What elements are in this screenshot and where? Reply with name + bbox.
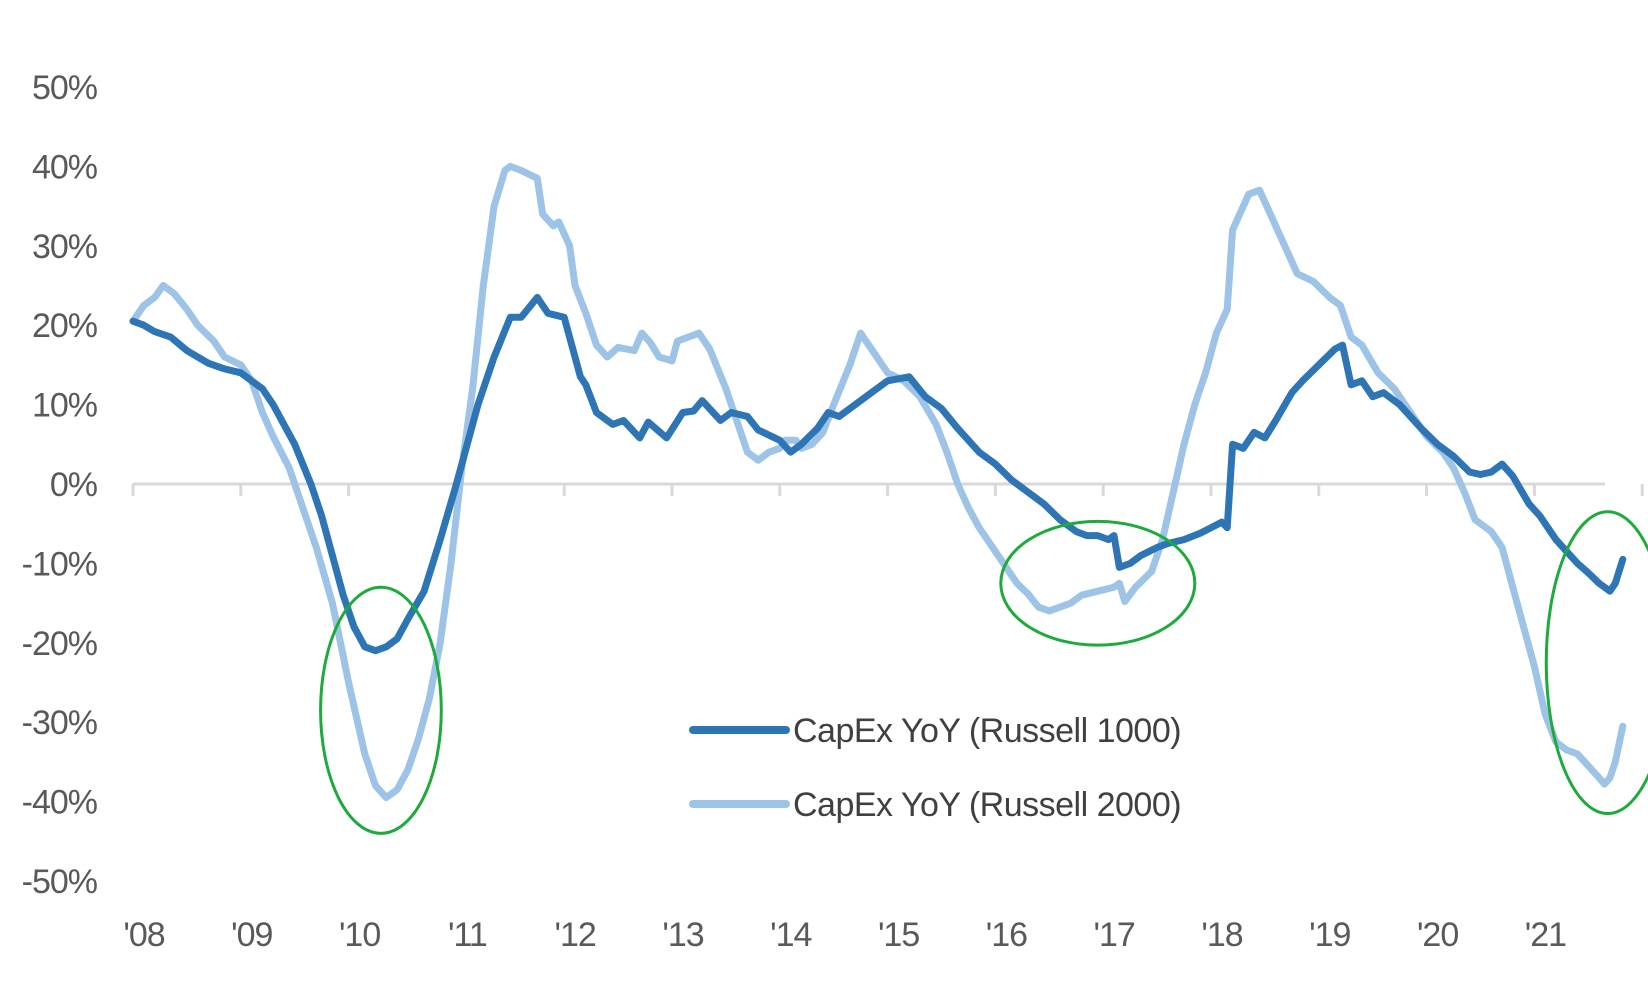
y-tick-label: 20% [32,307,98,345]
highlight-ellipse [319,585,443,835]
y-tick-label: -40% [22,784,98,822]
y-tick-label: -20% [22,625,98,663]
x-tick-label: '18 [1201,916,1242,954]
x-tick-label: '16 [986,916,1027,954]
y-tick-label: 30% [32,228,98,266]
legend-label-russell-2000: CapEx YoY (Russell 2000) [793,786,1181,824]
x-tick-label: '19 [1309,916,1350,954]
x-tick-label: '11 [448,916,487,954]
highlight-ellipses [319,510,1648,835]
x-tick-label: '13 [662,916,703,954]
y-tick-label: 0% [50,466,98,504]
x-tick-label: '20 [1417,916,1458,954]
y-tick-label: 40% [32,148,98,186]
x-tick-label: '10 [339,916,380,954]
y-tick-label: 10% [32,387,98,425]
series-line-russell-1000 [129,293,1627,655]
highlight-ellipse [999,519,1197,647]
series-line-russell-2000 [129,162,1627,802]
x-tick-label: '14 [770,916,811,954]
y-tick-label: 50% [32,69,98,107]
highlight-ellipse [1544,510,1648,815]
x-tick-label: '12 [555,916,596,954]
x-tick-label: '17 [1094,916,1135,954]
x-tick-label: '09 [231,916,272,954]
y-tick-label: -50% [22,863,98,901]
series-lines [129,162,1627,802]
legend: CapEx YoY (Russell 1000) CapEx YoY (Russ… [689,712,1182,824]
y-tick-label: -10% [22,545,98,583]
y-tick-label: -30% [22,704,98,742]
x-tick-label: '21 [1525,916,1566,954]
legend-label-russell-1000: CapEx YoY (Russell 1000) [793,712,1181,750]
x-tick-label: '08 [123,916,164,954]
axes: 50% 40% 30% 20% 10% 0% -10% -20% -30% -40% -50% '08… [22,69,1644,954]
x-tick-label: '15 [878,916,919,954]
